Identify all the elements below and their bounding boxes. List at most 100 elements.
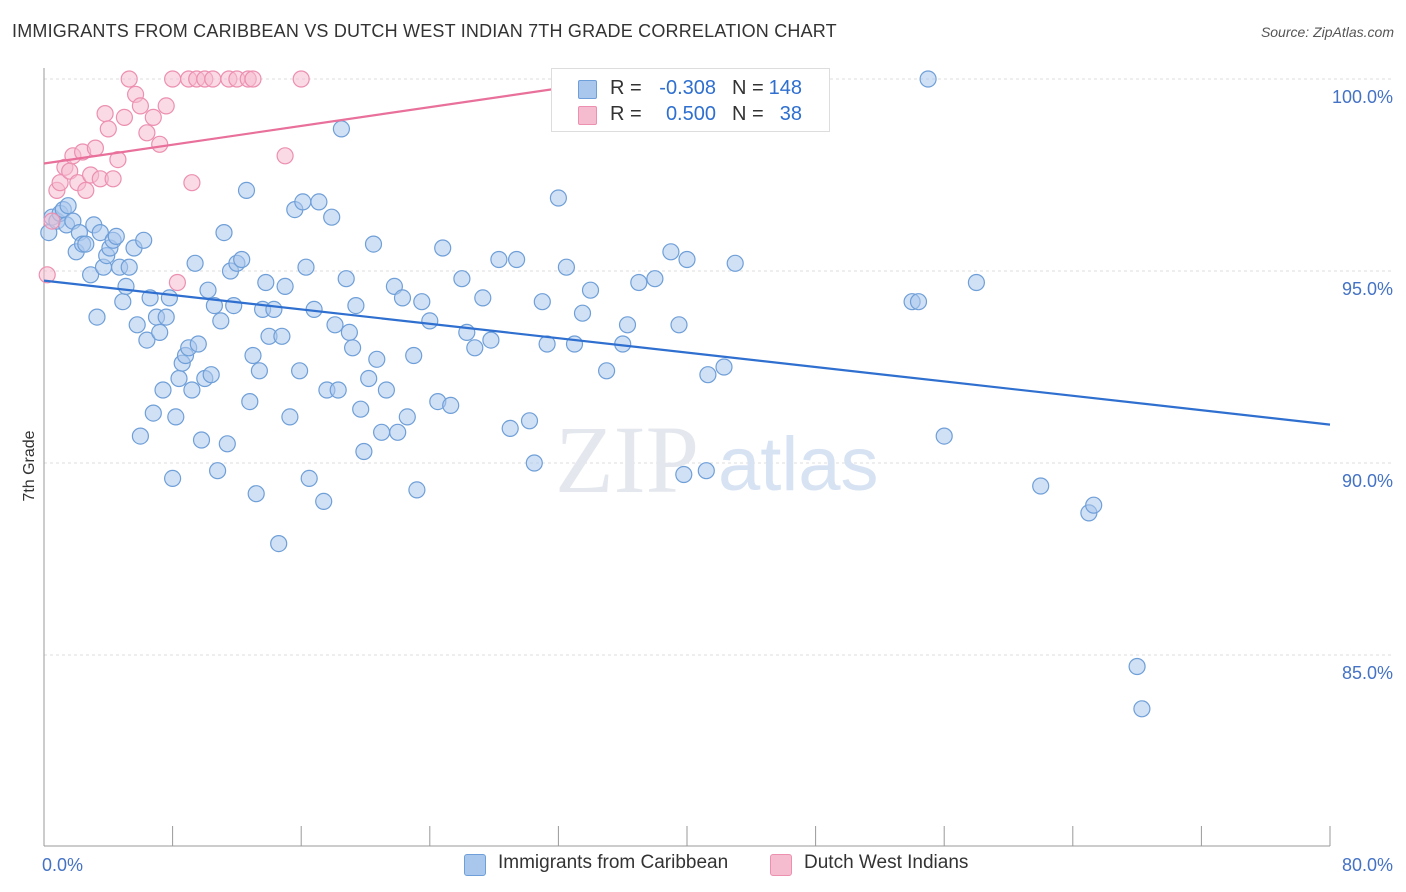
legend-swatch-pink — [578, 106, 597, 125]
watermark-atlas: atlas — [718, 422, 879, 507]
y-tick-label: 95.0% — [1342, 279, 1393, 299]
data-point-caribbean — [138, 331, 156, 349]
x-tick-label: 80.0% — [1342, 855, 1393, 875]
data-point-caribbean — [364, 235, 383, 253]
legend-r-label: R = — [610, 103, 642, 125]
data-point-caribbean — [413, 293, 431, 311]
data-point-caribbean — [310, 193, 328, 211]
data-point-caribbean — [114, 293, 132, 311]
data-point-caribbean — [715, 358, 733, 376]
tick-labels: 85.0% 90.0% 95.0% 100.0% 0.0% 80.0% — [42, 87, 1393, 875]
data-point-caribbean — [507, 250, 526, 269]
data-point-dutch — [86, 139, 105, 157]
data-point-caribbean — [215, 224, 233, 242]
data-point-caribbean — [340, 323, 358, 341]
data-point-caribbean — [332, 120, 350, 138]
data-point-caribbean — [164, 469, 182, 487]
data-point-caribbean — [573, 304, 592, 322]
data-point-caribbean — [91, 224, 109, 242]
legend-r-value: 0.500 — [665, 103, 716, 125]
data-point-caribbean — [117, 277, 135, 295]
data-point-caribbean — [935, 427, 953, 445]
data-point-caribbean — [315, 492, 333, 510]
data-point-caribbean — [557, 258, 576, 276]
trend-line-dutch — [43, 77, 623, 165]
data-point-caribbean — [247, 485, 265, 503]
data-point-caribbean — [128, 316, 146, 334]
data-point-caribbean — [360, 369, 378, 388]
data-point-caribbean — [1128, 657, 1146, 676]
y-tick-label: 85.0% — [1342, 663, 1393, 683]
series-legend: Immigrants from Caribbean Dutch West Ind… — [0, 852, 1406, 878]
data-point-dutch — [168, 273, 186, 292]
data-point-caribbean — [257, 273, 275, 292]
data-point-caribbean — [1133, 700, 1151, 718]
legend-swatch-blue — [464, 854, 486, 876]
data-point-caribbean — [157, 308, 175, 326]
data-point-caribbean — [154, 381, 172, 399]
data-point-caribbean — [294, 193, 312, 211]
data-point-caribbean — [377, 381, 395, 399]
data-point-caribbean — [297, 258, 315, 276]
legend-label: Dutch West Indians — [804, 852, 969, 873]
data-point-dutch — [151, 135, 169, 153]
data-point-caribbean — [189, 335, 207, 353]
data-point-caribbean — [250, 362, 268, 380]
data-point-caribbean — [434, 239, 452, 257]
chart-title: IMMIGRANTS FROM CARIBBEAN VS DUTCH WEST … — [12, 21, 837, 41]
data-point-caribbean — [453, 270, 471, 288]
data-point-caribbean — [697, 462, 715, 480]
data-point-caribbean — [533, 293, 551, 311]
data-point-caribbean — [170, 369, 188, 388]
data-point-caribbean — [408, 481, 426, 499]
data-point-caribbean — [300, 469, 318, 487]
data-point-caribbean — [107, 227, 125, 245]
data-point-caribbean — [466, 339, 484, 357]
data-point-caribbean — [77, 235, 95, 253]
data-point-caribbean — [501, 419, 519, 437]
data-point-caribbean — [597, 362, 616, 380]
legend-row-caribbean: R = -0.308 N = 148 — [552, 77, 829, 103]
data-point-caribbean — [212, 312, 230, 330]
data-point-caribbean — [525, 454, 543, 472]
data-point-caribbean — [393, 289, 412, 307]
legend-swatch-blue — [578, 80, 597, 99]
data-point-caribbean — [549, 189, 568, 207]
data-point-caribbean — [474, 289, 492, 307]
data-point-dutch — [51, 174, 69, 192]
data-point-caribbean — [218, 435, 236, 453]
data-point-caribbean — [88, 308, 106, 326]
data-point-caribbean — [120, 258, 138, 276]
y-tick-label: 90.0% — [1342, 471, 1393, 491]
legend-n-label: N = — [732, 103, 764, 125]
legend-n-value: 148 — [768, 77, 802, 99]
watermark: ZIP atlas — [555, 406, 879, 513]
data-point-dutch — [43, 212, 61, 230]
data-point-dutch — [77, 181, 95, 199]
data-point-caribbean — [344, 339, 362, 357]
data-point-caribbean — [329, 381, 347, 399]
data-point-caribbean — [670, 316, 688, 334]
data-point-caribbean — [144, 404, 162, 422]
data-point-caribbean — [205, 297, 223, 315]
data-point-caribbean — [59, 197, 77, 215]
data-point-caribbean — [1032, 477, 1050, 495]
data-point-caribbean — [398, 408, 416, 426]
data-point-caribbean — [678, 250, 696, 269]
data-point-caribbean — [967, 273, 986, 292]
data-point-caribbean — [160, 289, 178, 307]
data-point-dutch — [38, 266, 56, 284]
data-point-caribbean — [81, 266, 100, 284]
data-point-caribbean — [244, 346, 262, 365]
data-point-dutch — [183, 174, 201, 192]
data-point-caribbean — [265, 300, 283, 318]
data-point-caribbean — [581, 281, 600, 299]
data-point-caribbean — [237, 181, 256, 199]
data-point-caribbean — [520, 412, 539, 430]
data-point-dutch — [244, 70, 262, 88]
data-point-caribbean — [482, 331, 500, 349]
legend-r-value: -0.308 — [659, 77, 716, 99]
y-tick-label: 100.0% — [1332, 87, 1393, 107]
legend-row-dutch: R = 0.500 N = 38 — [552, 103, 829, 129]
